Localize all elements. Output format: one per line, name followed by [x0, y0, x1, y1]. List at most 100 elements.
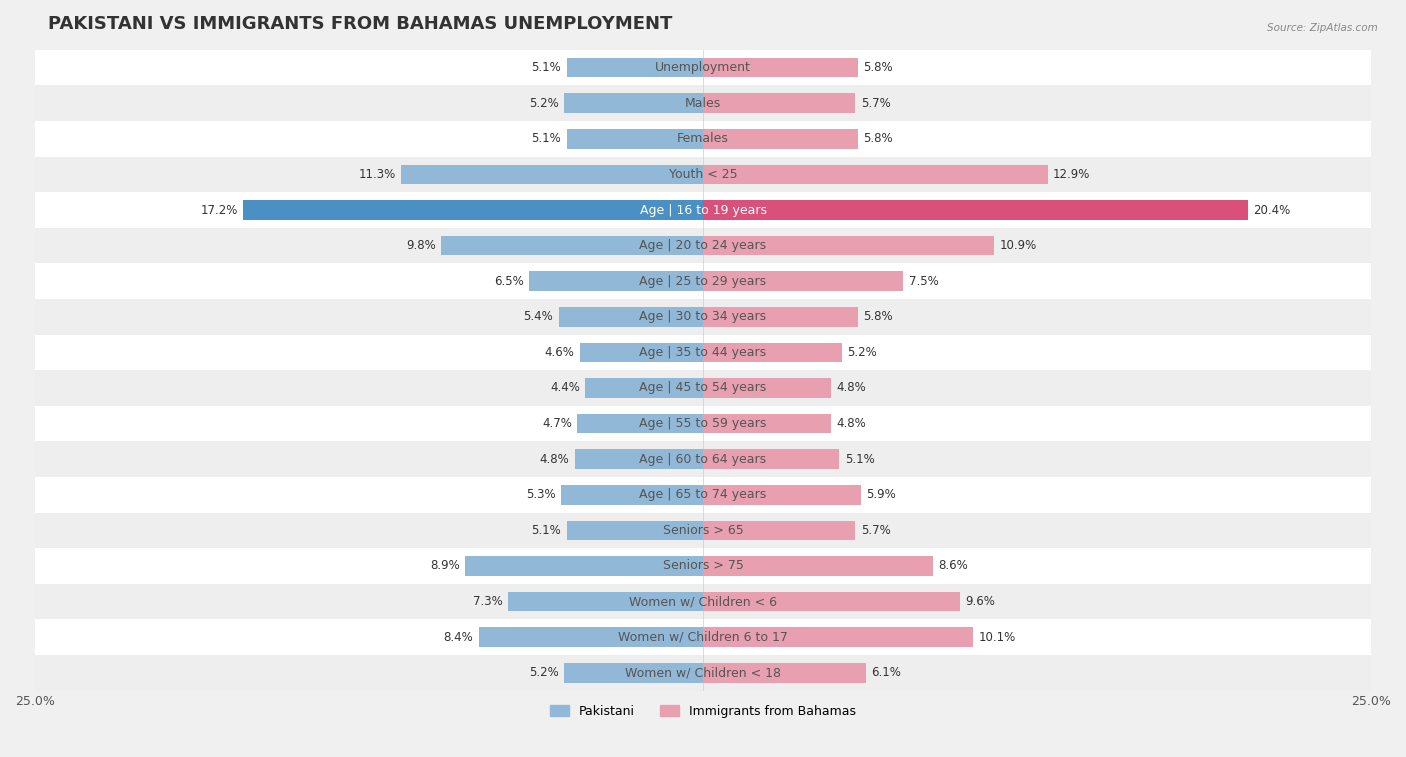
- Text: 5.8%: 5.8%: [863, 310, 893, 323]
- Text: 5.4%: 5.4%: [523, 310, 554, 323]
- Bar: [703, 164, 1047, 184]
- Bar: [564, 93, 703, 113]
- Legend: Pakistani, Immigrants from Bahamas: Pakistani, Immigrants from Bahamas: [546, 699, 860, 723]
- Bar: [703, 58, 858, 77]
- Text: 12.9%: 12.9%: [1053, 168, 1091, 181]
- Text: 4.8%: 4.8%: [837, 417, 866, 430]
- Text: 8.9%: 8.9%: [430, 559, 460, 572]
- Bar: [35, 370, 1371, 406]
- Bar: [35, 50, 1371, 86]
- Text: 4.7%: 4.7%: [543, 417, 572, 430]
- Bar: [561, 485, 703, 505]
- Bar: [441, 236, 703, 255]
- Text: Women w/ Children 6 to 17: Women w/ Children 6 to 17: [619, 631, 787, 643]
- Text: Age | 25 to 29 years: Age | 25 to 29 years: [640, 275, 766, 288]
- Bar: [703, 592, 959, 612]
- Bar: [703, 450, 839, 469]
- Text: PAKISTANI VS IMMIGRANTS FROM BAHAMAS UNEMPLOYMENT: PAKISTANI VS IMMIGRANTS FROM BAHAMAS UNE…: [48, 15, 672, 33]
- Text: Age | 20 to 24 years: Age | 20 to 24 years: [640, 239, 766, 252]
- Bar: [581, 343, 703, 362]
- Bar: [558, 307, 703, 326]
- Bar: [578, 414, 703, 434]
- Text: 4.8%: 4.8%: [540, 453, 569, 466]
- Bar: [703, 201, 1249, 220]
- Bar: [35, 548, 1371, 584]
- Bar: [703, 556, 932, 576]
- Text: 20.4%: 20.4%: [1254, 204, 1291, 217]
- Text: Youth < 25: Youth < 25: [669, 168, 737, 181]
- Text: 5.1%: 5.1%: [531, 524, 561, 537]
- Text: Females: Females: [678, 132, 728, 145]
- Bar: [35, 584, 1371, 619]
- Bar: [35, 121, 1371, 157]
- Bar: [567, 129, 703, 148]
- Text: 17.2%: 17.2%: [201, 204, 238, 217]
- Bar: [35, 512, 1371, 548]
- Text: 4.4%: 4.4%: [550, 382, 581, 394]
- Text: 4.6%: 4.6%: [546, 346, 575, 359]
- Bar: [35, 157, 1371, 192]
- Bar: [703, 307, 858, 326]
- Text: 5.2%: 5.2%: [529, 666, 558, 679]
- Text: 5.3%: 5.3%: [526, 488, 555, 501]
- Text: 7.3%: 7.3%: [472, 595, 502, 608]
- Bar: [703, 129, 858, 148]
- Text: Age | 60 to 64 years: Age | 60 to 64 years: [640, 453, 766, 466]
- Text: 7.5%: 7.5%: [908, 275, 939, 288]
- Text: Women w/ Children < 18: Women w/ Children < 18: [626, 666, 780, 679]
- Bar: [703, 485, 860, 505]
- Bar: [703, 272, 904, 291]
- Bar: [35, 228, 1371, 263]
- Bar: [478, 628, 703, 647]
- Text: 5.1%: 5.1%: [531, 61, 561, 74]
- Bar: [35, 477, 1371, 512]
- Text: Age | 65 to 74 years: Age | 65 to 74 years: [640, 488, 766, 501]
- Text: 8.6%: 8.6%: [938, 559, 967, 572]
- Bar: [567, 521, 703, 540]
- Text: Seniors > 65: Seniors > 65: [662, 524, 744, 537]
- Bar: [35, 192, 1371, 228]
- Text: 10.9%: 10.9%: [1000, 239, 1036, 252]
- Bar: [703, 378, 831, 397]
- Bar: [703, 521, 855, 540]
- Bar: [35, 406, 1371, 441]
- Bar: [703, 343, 842, 362]
- Bar: [703, 414, 831, 434]
- Bar: [35, 263, 1371, 299]
- Text: 6.1%: 6.1%: [872, 666, 901, 679]
- Text: Women w/ Children < 6: Women w/ Children < 6: [628, 595, 778, 608]
- Text: 5.2%: 5.2%: [848, 346, 877, 359]
- Bar: [703, 628, 973, 647]
- Text: Unemployment: Unemployment: [655, 61, 751, 74]
- Text: Age | 16 to 19 years: Age | 16 to 19 years: [640, 204, 766, 217]
- Text: 5.2%: 5.2%: [529, 97, 558, 110]
- Text: 4.8%: 4.8%: [837, 382, 866, 394]
- Text: 6.5%: 6.5%: [495, 275, 524, 288]
- Text: 5.9%: 5.9%: [866, 488, 896, 501]
- Text: Source: ZipAtlas.com: Source: ZipAtlas.com: [1267, 23, 1378, 33]
- Text: 5.1%: 5.1%: [845, 453, 875, 466]
- Bar: [703, 663, 866, 683]
- Text: 5.7%: 5.7%: [860, 97, 890, 110]
- Bar: [703, 236, 994, 255]
- Bar: [35, 335, 1371, 370]
- Text: 5.8%: 5.8%: [863, 61, 893, 74]
- Text: Seniors > 75: Seniors > 75: [662, 559, 744, 572]
- Bar: [35, 655, 1371, 690]
- Text: 5.7%: 5.7%: [860, 524, 890, 537]
- Text: Age | 45 to 54 years: Age | 45 to 54 years: [640, 382, 766, 394]
- Bar: [703, 93, 855, 113]
- Bar: [35, 299, 1371, 335]
- Bar: [567, 58, 703, 77]
- Text: 5.1%: 5.1%: [531, 132, 561, 145]
- Text: 11.3%: 11.3%: [359, 168, 395, 181]
- Bar: [243, 201, 703, 220]
- Text: 9.8%: 9.8%: [406, 239, 436, 252]
- Bar: [529, 272, 703, 291]
- Bar: [575, 450, 703, 469]
- Text: 5.8%: 5.8%: [863, 132, 893, 145]
- Bar: [465, 556, 703, 576]
- Text: Age | 55 to 59 years: Age | 55 to 59 years: [640, 417, 766, 430]
- Text: Males: Males: [685, 97, 721, 110]
- Text: 9.6%: 9.6%: [965, 595, 995, 608]
